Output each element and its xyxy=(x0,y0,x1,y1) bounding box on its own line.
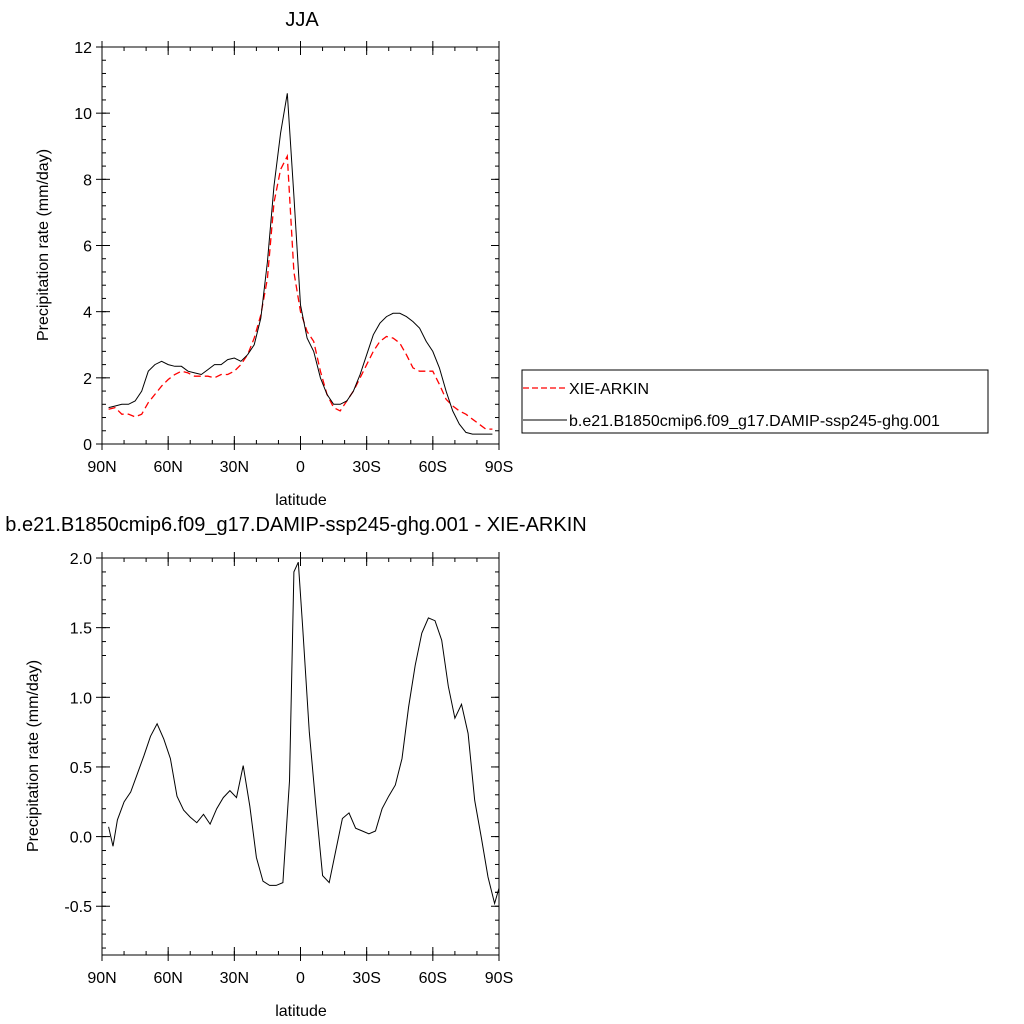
top-x-tick-label: 90N xyxy=(87,459,116,476)
bottom-y-axis: -0.5 0.0 0.5 1.0 1.5 2.0 xyxy=(64,551,499,949)
top-series-line-0 xyxy=(108,153,493,430)
bottom-y-tick-label: 1.0 xyxy=(70,690,92,707)
top-series-line-1 xyxy=(108,93,493,435)
top-plot-frame xyxy=(101,46,500,445)
top-chart-title: JJA xyxy=(285,9,319,31)
top-x-axis-label: latitude xyxy=(275,492,327,509)
top-y-axis-label: Precipitation rate (mm/day) xyxy=(35,149,52,341)
top-x-tick-label: 30N xyxy=(220,459,249,476)
legend-label-xie-arkin: XIE-ARKIN xyxy=(569,381,649,398)
bottom-y-axis-label: Precipitation rate (mm/day) xyxy=(25,660,42,852)
bottom-x-tick-label: 30N xyxy=(220,970,249,987)
bottom-x-axis: 90N 60N 30N 0 30S 60S 90S xyxy=(87,552,513,987)
legend: XIE-ARKIN b.e21.B1850cmip6.f09_g17.DAMIP… xyxy=(521,369,989,434)
bottom-x-tick-label: 90S xyxy=(485,970,513,987)
bottom-chart: b.e21.B1850cmip6.f09_g17.DAMIP-ssp245-gh… xyxy=(5,514,586,1020)
bottom-y-tick-label: 0.0 xyxy=(70,830,92,847)
top-y-tick-label: 8 xyxy=(83,172,92,189)
bottom-x-tick-label: 60S xyxy=(419,970,447,987)
top-y-tick-label: 4 xyxy=(83,305,92,322)
top-y-axis: 0 2 4 6 8 10 12 xyxy=(74,40,499,454)
bottom-x-tick-label: 60N xyxy=(153,970,182,987)
top-chart-series xyxy=(108,93,493,435)
bottom-x-axis-label: latitude xyxy=(275,1003,327,1020)
top-y-tick-label: 6 xyxy=(83,239,92,256)
top-y-tick-label: 0 xyxy=(83,437,92,454)
top-x-tick-label: 90S xyxy=(485,459,513,476)
bottom-x-tick-label: 30S xyxy=(352,970,380,987)
top-y-tick-label: 2 xyxy=(83,371,92,388)
bottom-series-line-0 xyxy=(108,561,499,906)
bottom-x-tick-label: 0 xyxy=(296,970,305,987)
top-x-tick-label: 0 xyxy=(296,459,305,476)
top-x-tick-label: 60S xyxy=(419,459,447,476)
top-x-tick-label: 60N xyxy=(153,459,182,476)
bottom-chart-title: b.e21.B1850cmip6.f09_g17.DAMIP-ssp245-gh… xyxy=(5,514,586,536)
bottom-y-tick-label: 0.5 xyxy=(70,760,92,777)
legend-box xyxy=(521,369,989,434)
top-y-tick-label: 12 xyxy=(74,40,92,57)
legend-label-model: b.e21.B1850cmip6.f09_g17.DAMIP-ssp245-gh… xyxy=(569,413,940,430)
top-y-tick-label: 10 xyxy=(74,106,92,123)
bottom-y-tick-label: -0.5 xyxy=(64,899,92,916)
top-chart: JJA 0 2 4 6 8 10 12 90N 60N 30N 0 30S 60S 90S Precip… xyxy=(35,9,513,509)
bottom-y-tick-label: 1.5 xyxy=(70,621,92,638)
bottom-y-tick-label: 2.0 xyxy=(70,551,92,568)
bottom-x-tick-label: 90N xyxy=(87,970,116,987)
bottom-plot-frame xyxy=(101,557,500,956)
top-x-axis: 90N 60N 30N 0 30S 60S 90S xyxy=(87,41,513,476)
bottom-chart-series xyxy=(108,561,499,906)
top-x-tick-label: 30S xyxy=(352,459,380,476)
